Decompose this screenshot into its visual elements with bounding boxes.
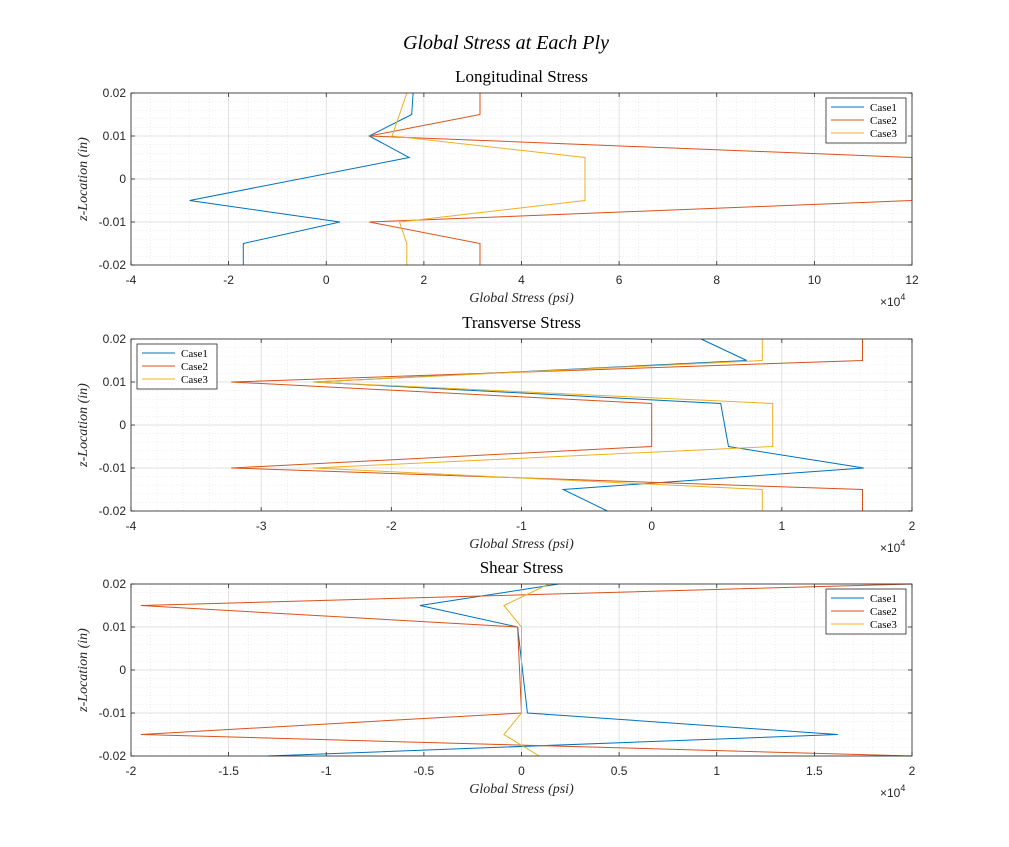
x-tick-label: 2: [909, 764, 916, 778]
legend-label-case2: Case2: [181, 361, 208, 373]
subplot-title: Transverse Stress: [462, 313, 581, 332]
x-axis-label: Global Stress (psi): [469, 291, 574, 306]
x-tick-label: -2: [223, 273, 234, 287]
series-line-case2: [231, 339, 863, 511]
subplot-title: Shear Stress: [480, 558, 564, 577]
y-tick-label: 0.02: [103, 332, 127, 346]
x-tick-label: 0.5: [611, 764, 628, 778]
subplot-title: Longitudinal Stress: [455, 67, 588, 86]
x-tick-label: -2: [386, 519, 397, 533]
x-axis-multiplier: ×104: [880, 292, 905, 309]
legend-label-case1: Case1: [181, 348, 208, 360]
subplot-1: -4 -2 0 2 4 6 8 10 12 0.02 0.01 0 -0.01 -0.02 Longitud…: [76, 67, 919, 309]
x-tick-label: 0: [323, 273, 330, 287]
x-tick-label: 12: [905, 273, 919, 287]
y-tick-label: 0.02: [103, 86, 127, 100]
y-tick-label: 0: [119, 663, 126, 677]
x-tick-label: -0.5: [414, 764, 435, 778]
y-tick-label: 0: [119, 418, 126, 432]
subplot-2: -4 -3 -2 -1 0 1 2 0.02 0.01 0 -0.01 -0.02 Transverse…: [76, 313, 916, 555]
x-axis-multiplier: ×104: [880, 783, 905, 800]
x-tick-label: 10: [808, 273, 822, 287]
y-tick-label: -0.01: [99, 706, 127, 720]
legend-label-case2: Case2: [870, 115, 897, 127]
x-tick-label: 2: [421, 273, 428, 287]
x-tick-label: 8: [713, 273, 720, 287]
y-axis-label: z-Location (in): [76, 628, 91, 713]
x-tick-label: 0: [518, 764, 525, 778]
y-tick-label: -0.02: [99, 749, 127, 763]
x-tick-label: -1.5: [218, 764, 239, 778]
x-tick-label: 1: [713, 764, 720, 778]
x-tick-label: -1: [516, 519, 527, 533]
y-tick-label: -0.02: [99, 504, 127, 518]
series-line-case2: [140, 583, 913, 757]
legend-label-case3: Case3: [870, 619, 897, 631]
series-line-case3: [313, 339, 774, 511]
legend-label-case3: Case3: [870, 128, 897, 140]
series-line-case1: [267, 583, 838, 757]
x-tick-label: -1: [321, 764, 332, 778]
x-tick-label: 1.5: [806, 764, 823, 778]
y-tick-label: -0.01: [99, 215, 127, 229]
y-axis-label: z-Location (in): [76, 383, 91, 468]
x-tick-label: 0: [648, 519, 655, 533]
y-axis-label: z-Location (in): [76, 137, 91, 222]
figure-title: Global Stress at Each Ply: [403, 32, 609, 54]
y-tick-label: 0.02: [103, 577, 127, 591]
y-tick-label: -0.01: [99, 461, 127, 475]
x-tick-label: -2: [126, 764, 137, 778]
series-line-case3: [391, 92, 586, 265]
legend-label-case1: Case1: [870, 593, 897, 605]
x-tick-label: 4: [518, 273, 525, 287]
x-axis-multiplier: ×104: [880, 538, 905, 555]
x-tick-label: -4: [126, 273, 137, 287]
x-tick-label: 1: [778, 519, 785, 533]
series-line-case1: [313, 338, 864, 512]
legend-label-case2: Case2: [870, 606, 897, 618]
y-tick-label: 0.01: [103, 375, 127, 389]
legend-label-case3: Case3: [181, 374, 208, 386]
x-axis-label: Global Stress (psi): [469, 537, 574, 552]
x-tick-label: -4: [126, 519, 137, 533]
x-tick-label: 6: [616, 273, 623, 287]
y-tick-label: 0.01: [103, 129, 127, 143]
x-tick-label: 2: [909, 519, 916, 533]
legend-label-case1: Case1: [870, 102, 897, 114]
y-tick-label: -0.02: [99, 258, 127, 272]
x-axis-label: Global Stress (psi): [469, 782, 574, 797]
series-line-case1: [189, 92, 414, 265]
y-tick-label: 0.01: [103, 620, 127, 634]
x-tick-label: -3: [256, 519, 267, 533]
y-tick-label: 0: [119, 172, 126, 186]
subplot-3: -2 -1.5 -1 -0.5 0 0.5 1 1.5 2 0.02 0.01 0 -0.01 -0.02…: [76, 558, 916, 800]
series-line-case3: [503, 583, 550, 757]
